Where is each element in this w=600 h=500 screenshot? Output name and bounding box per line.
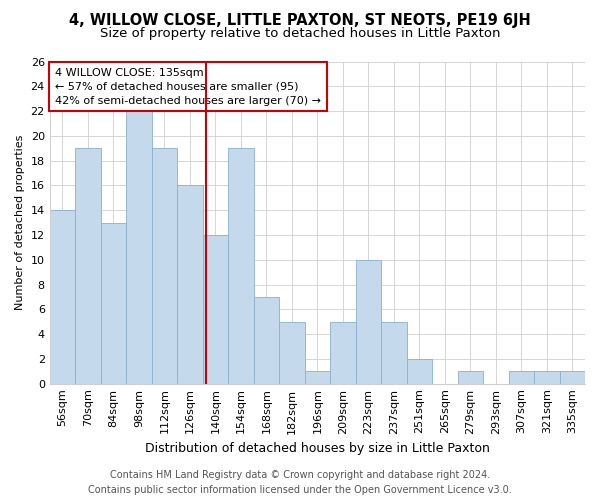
- Bar: [254, 297, 279, 384]
- Bar: [509, 372, 534, 384]
- X-axis label: Distribution of detached houses by size in Little Paxton: Distribution of detached houses by size …: [145, 442, 490, 455]
- Bar: [203, 235, 228, 384]
- Bar: [101, 222, 126, 384]
- Text: Contains HM Land Registry data © Crown copyright and database right 2024.
Contai: Contains HM Land Registry data © Crown c…: [88, 470, 512, 495]
- Bar: [50, 210, 75, 384]
- Bar: [177, 186, 203, 384]
- Text: 4, WILLOW CLOSE, LITTLE PAXTON, ST NEOTS, PE19 6JH: 4, WILLOW CLOSE, LITTLE PAXTON, ST NEOTS…: [69, 12, 531, 28]
- Bar: [75, 148, 101, 384]
- Bar: [560, 372, 585, 384]
- Bar: [305, 372, 330, 384]
- Bar: [126, 111, 152, 384]
- Bar: [356, 260, 381, 384]
- Bar: [228, 148, 254, 384]
- Bar: [330, 322, 356, 384]
- Bar: [381, 322, 407, 384]
- Bar: [152, 148, 177, 384]
- Bar: [534, 372, 560, 384]
- Bar: [458, 372, 483, 384]
- Y-axis label: Number of detached properties: Number of detached properties: [15, 135, 25, 310]
- Bar: [407, 359, 432, 384]
- Bar: [279, 322, 305, 384]
- Text: 4 WILLOW CLOSE: 135sqm
← 57% of detached houses are smaller (95)
42% of semi-det: 4 WILLOW CLOSE: 135sqm ← 57% of detached…: [55, 68, 321, 106]
- Text: Size of property relative to detached houses in Little Paxton: Size of property relative to detached ho…: [100, 28, 500, 40]
